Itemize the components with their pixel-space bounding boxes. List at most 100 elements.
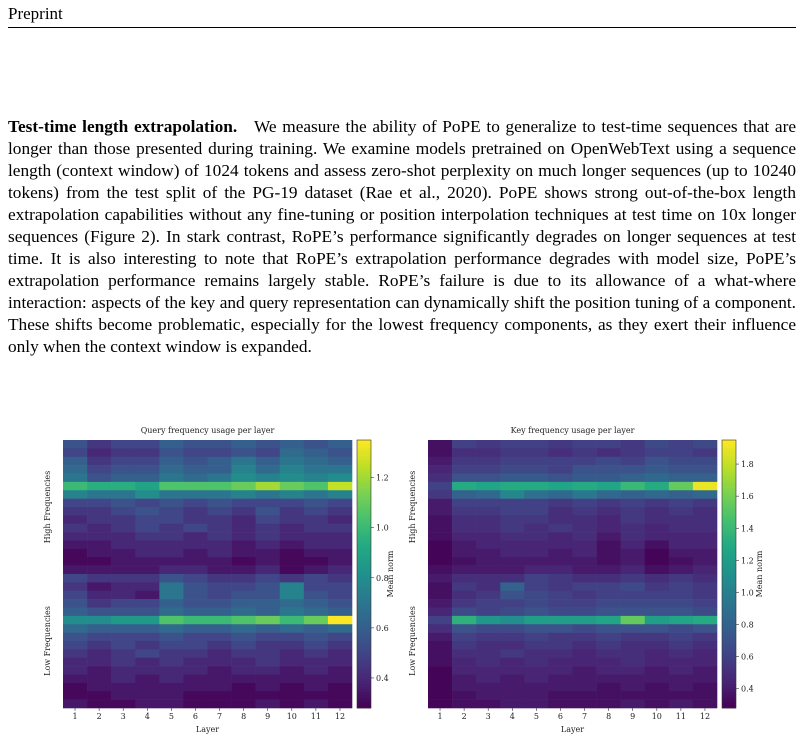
heatmap-cell <box>183 666 208 675</box>
colorbar-segment <box>357 702 371 706</box>
heatmap-cell <box>452 481 477 491</box>
heatmap-cell <box>183 456 208 466</box>
heatmap-cell <box>135 540 160 550</box>
colorbar-segment <box>357 705 371 709</box>
heatmap-cell <box>524 465 549 474</box>
colorbar-segment <box>722 670 736 674</box>
colorbar-segment <box>357 528 371 532</box>
heatmap-cell <box>63 473 88 483</box>
heatmap-cell <box>63 607 88 617</box>
heatmap-cell <box>548 674 573 684</box>
heatmap-cell <box>303 456 329 466</box>
heatmap-cell <box>231 498 256 508</box>
heatmap-cell <box>111 523 136 533</box>
heatmap-cell <box>303 465 329 474</box>
heatmap-cell <box>87 507 112 516</box>
heatmap-cell <box>452 465 477 474</box>
heatmap-cell <box>572 532 597 541</box>
heatmap-cell <box>135 691 160 700</box>
heatmap-cell <box>596 607 621 617</box>
heatmap-cell <box>620 599 646 608</box>
heatmap-cell <box>135 674 160 684</box>
x-axis-label: Layer <box>561 725 584 734</box>
colorbar-segment <box>722 603 736 607</box>
colorbar-segment <box>722 606 736 610</box>
heatmap-cell <box>548 624 573 633</box>
colorbar-segment <box>357 477 371 481</box>
heatmap-cell <box>327 490 353 499</box>
heatmap-cell <box>135 523 160 533</box>
heatmap-cell <box>452 532 477 541</box>
heatmap-cell <box>255 507 281 516</box>
heatmap-cell <box>87 699 112 709</box>
heatmap-cell <box>135 574 160 583</box>
heatmap-cell <box>692 565 718 575</box>
heatmap-cell <box>255 657 281 667</box>
heatmap-cell <box>548 473 573 483</box>
heatmap-cell <box>620 456 646 466</box>
heatmap-cell <box>668 523 694 533</box>
colorbar-frame <box>356 439 372 709</box>
heatmap-cell <box>159 515 184 525</box>
heatmap-cell <box>303 607 329 617</box>
colorbar-segment <box>357 694 371 698</box>
heatmap-cell <box>63 682 88 692</box>
heatmap-cell <box>135 641 160 650</box>
heatmap-cell <box>476 590 501 600</box>
heatmap-cell <box>500 674 525 684</box>
colorbar-segment <box>357 512 371 516</box>
colorbar-segment <box>357 504 371 508</box>
colorbar-segment <box>357 592 371 596</box>
heatmap-cell <box>159 657 184 667</box>
heatmap-cell <box>63 666 88 675</box>
heatmap-cell <box>87 599 112 608</box>
heatmap-cell <box>327 691 353 700</box>
heatmap-cell <box>231 615 256 625</box>
heatmap-cell <box>303 507 329 516</box>
colorbar-segment <box>722 571 736 575</box>
heatmap-cell <box>183 490 208 499</box>
colorbar-segment <box>722 641 736 645</box>
colorbar-segment <box>357 565 371 570</box>
heatmap-cell <box>428 440 453 449</box>
colorbar-segment <box>357 606 371 610</box>
colorbar-segment <box>357 536 371 540</box>
heatmap-cell <box>572 641 597 650</box>
heatmap-cell <box>644 456 670 466</box>
heatmap-cell <box>279 607 305 617</box>
heatmap-cell <box>668 456 694 466</box>
heatmap-cell <box>572 657 597 667</box>
heatmap-cell <box>87 565 112 575</box>
heatmap-cell <box>668 682 694 692</box>
colorbar-tick-label: 0.8 <box>741 621 754 630</box>
paragraph-lead: Test-time length extrapolation. <box>8 117 238 136</box>
colorbar-segment <box>357 576 371 580</box>
heatmap-cell <box>279 590 305 600</box>
heatmap-cell <box>327 607 353 617</box>
colorbar-label: Mean norm <box>386 550 395 597</box>
heatmap-cell <box>303 590 329 600</box>
colorbar-tick-label: 1.2 <box>741 556 754 565</box>
heatmap-cell <box>327 699 353 709</box>
heatmap-cell <box>159 548 184 558</box>
heatmap-cell <box>183 624 208 633</box>
heatmap-cell <box>644 624 670 633</box>
heatmap-cell <box>668 691 694 700</box>
heatmap-cell <box>87 615 112 625</box>
colorbar-segment <box>722 657 736 661</box>
heatmap-cell <box>500 448 525 458</box>
heatmap-cell <box>135 481 160 491</box>
heatmap-cell <box>452 649 477 659</box>
x-tick-label: 3 <box>486 712 491 721</box>
heatmap-cell <box>548 456 573 466</box>
heatmap-cell <box>524 473 549 483</box>
heatmap-cell <box>596 565 621 575</box>
colorbar-segment <box>722 477 736 481</box>
heatmap-cell <box>159 574 184 583</box>
colorbar-tick-label: 1.6 <box>741 492 754 501</box>
colorbar-segment <box>722 691 736 695</box>
colorbar-label: Mean norm <box>755 550 764 597</box>
colorbar-segment <box>722 458 736 462</box>
colorbar-segment <box>357 608 371 612</box>
heatmap-cell <box>668 548 694 558</box>
